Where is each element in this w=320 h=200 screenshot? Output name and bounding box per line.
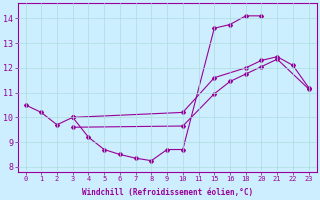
X-axis label: Windchill (Refroidissement éolien,°C): Windchill (Refroidissement éolien,°C) bbox=[82, 188, 253, 197]
